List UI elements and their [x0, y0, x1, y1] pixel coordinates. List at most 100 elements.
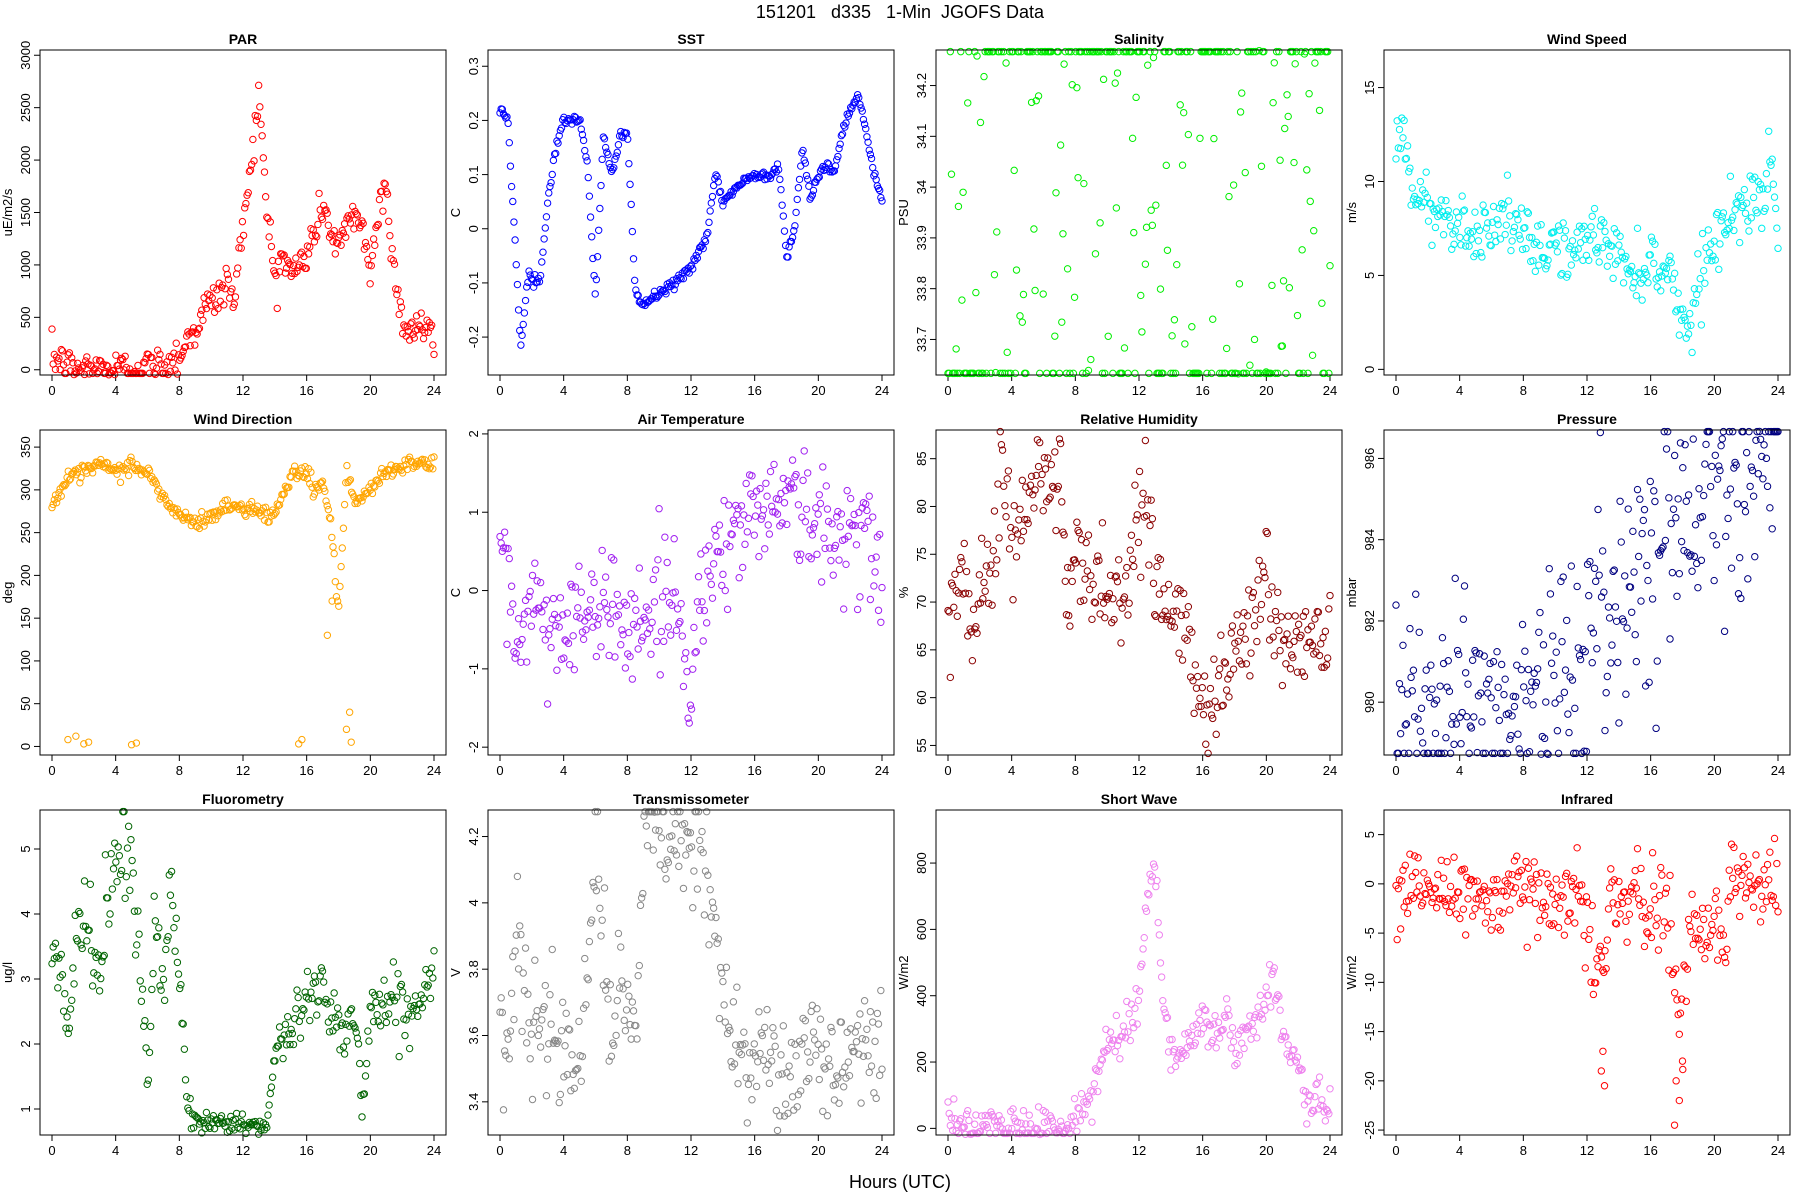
y-tick-label: 15 [1362, 80, 1377, 94]
y-tick-label: 5 [1362, 831, 1377, 838]
data-point [84, 738, 93, 746]
data-point [328, 231, 336, 239]
data-point [1595, 571, 1603, 579]
data-point [1763, 860, 1772, 869]
data-point [405, 453, 414, 461]
data-point [1552, 648, 1560, 656]
data-point [115, 365, 124, 373]
data-point [1205, 700, 1213, 708]
data-point [618, 626, 626, 634]
data-point [1600, 588, 1608, 596]
data-point [83, 469, 91, 477]
data-point [1748, 886, 1757, 894]
data-point [528, 571, 537, 580]
data-point [1740, 500, 1749, 509]
data-point [114, 843, 122, 851]
data-point [1444, 206, 1452, 215]
data-point [1451, 574, 1459, 583]
data-point [232, 1109, 241, 1118]
data-point [1661, 269, 1670, 277]
data-point [1002, 59, 1010, 67]
data-point [174, 970, 183, 978]
data-point [1638, 529, 1646, 538]
data-point [1554, 923, 1563, 932]
data-point [1732, 198, 1740, 207]
data-point [1285, 284, 1294, 292]
data-point [1027, 98, 1036, 107]
data-point [1727, 564, 1736, 572]
data-point [52, 498, 61, 507]
data-point [1166, 1035, 1174, 1044]
data-point [743, 1119, 752, 1127]
data-point [536, 578, 545, 587]
data-point [570, 665, 579, 674]
data-point [984, 1111, 993, 1120]
data-point [364, 489, 372, 497]
data-point [1460, 865, 1469, 873]
data-point [1301, 47, 1310, 56]
data-point [795, 175, 804, 184]
data-point [1672, 514, 1680, 522]
data-point [744, 514, 753, 523]
data-point [770, 460, 778, 469]
data-point [1749, 903, 1758, 911]
data-point [1293, 311, 1302, 320]
data-point [596, 603, 604, 611]
data-point [330, 549, 338, 558]
data-point [347, 1005, 356, 1013]
data-point [1770, 834, 1779, 843]
data-point [803, 175, 812, 183]
data-point [777, 1051, 785, 1059]
data-point [712, 913, 720, 922]
data-point [1196, 694, 1204, 703]
data-point [225, 294, 234, 302]
data-point [285, 483, 293, 491]
data-point [540, 601, 548, 609]
data-point [793, 1103, 801, 1111]
data-point [666, 631, 675, 639]
data-point [1718, 213, 1726, 221]
data-point [1304, 369, 1312, 378]
data-point [1711, 894, 1720, 903]
data-point [864, 138, 872, 146]
data-point [1142, 907, 1151, 916]
data-point [1125, 1009, 1133, 1018]
data-point [842, 560, 850, 569]
data-point [504, 1035, 512, 1043]
data-point [1716, 466, 1724, 475]
data-point [279, 252, 287, 260]
data-point [808, 191, 817, 199]
data-point [51, 365, 60, 374]
data-point [1756, 180, 1765, 189]
data-point [856, 593, 864, 601]
data-point [394, 285, 402, 294]
data-point [1516, 749, 1524, 758]
data-point [1398, 114, 1406, 122]
data-point [1001, 369, 1009, 378]
data-point [1643, 928, 1651, 936]
y-tick-label: 600 [914, 919, 929, 941]
data-point [1571, 919, 1579, 927]
data-point [102, 361, 111, 369]
data-point [1181, 1030, 1189, 1038]
data-point [1066, 1129, 1074, 1138]
x-tick-label: 8 [1520, 1143, 1527, 1158]
data-point [1402, 154, 1411, 163]
data-point [875, 530, 884, 539]
data-point [1134, 538, 1143, 547]
data-point [1269, 967, 1277, 976]
data-point [318, 215, 327, 224]
data-point [862, 500, 870, 508]
data-point [150, 476, 158, 484]
y-tick-label: 55 [914, 738, 929, 752]
data-point [1214, 671, 1223, 680]
data-point [594, 614, 603, 623]
data-point [852, 541, 861, 549]
data-point [259, 1119, 268, 1127]
data-point [1070, 1094, 1079, 1103]
data-point [1431, 884, 1440, 892]
data-point [1575, 222, 1584, 230]
data-point [1260, 47, 1268, 56]
y-tick-label: 85 [914, 451, 929, 465]
data-point [1178, 656, 1187, 664]
